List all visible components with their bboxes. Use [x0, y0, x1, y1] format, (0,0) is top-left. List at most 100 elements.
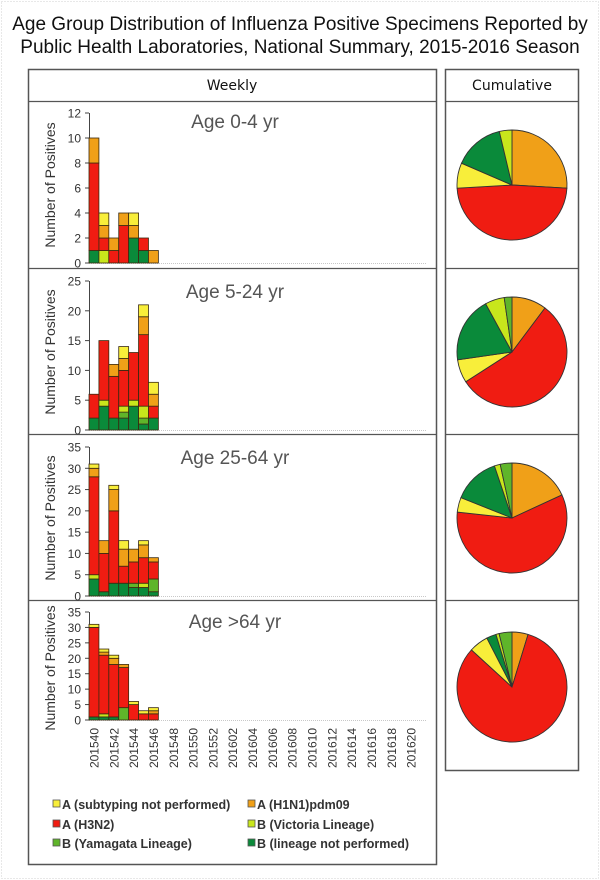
- bar-segment-b_yamagata: [118, 707, 130, 721]
- bar-segment-a_h1n1pdm09: [88, 137, 100, 164]
- pie-slice-b_victoria: [498, 129, 513, 186]
- pie-slice-a_h1n1pdm09: [511, 129, 568, 189]
- y-axis-label: Number of Positives: [42, 289, 58, 414]
- y-tick-label: 0: [74, 714, 81, 728]
- y-tick-label: 35: [68, 606, 82, 620]
- pie-slice-a_h3n2: [456, 633, 568, 743]
- bar-segment-b_yamagata: [128, 582, 139, 588]
- weekly-header: Weekly: [207, 78, 258, 94]
- bar-segment-a_h3n2: [118, 565, 130, 584]
- bar-segment-a_subtyping_not_performed: [108, 654, 120, 659]
- bar-segment-a_subtyping_not_performed: [138, 710, 149, 715]
- bar-segment-a_subtyping_not_performed: [138, 540, 149, 546]
- y-tick-label: 30: [68, 621, 82, 635]
- bar-segment-a_h1n1pdm09: [148, 250, 159, 264]
- legend: A (subtyping not performed) A (H1N1)pdm09…: [52, 798, 409, 851]
- bar-segment-b_lineage_not_performed: [88, 578, 100, 597]
- x-tick-label: 201614: [345, 728, 359, 768]
- x-tick-label: 201612: [325, 728, 339, 768]
- bar-segment-a_h1n1pdm09: [118, 212, 130, 226]
- bar-segment-b_lineage_not_performed: [88, 250, 100, 264]
- bar-segment-a_h1n1pdm09: [108, 489, 120, 512]
- age-group-label: Age 0-4 yr: [191, 112, 279, 133]
- cumulative-panel-border: [444, 68, 580, 772]
- x-tick-label: 201604: [246, 728, 260, 768]
- x-tick-label: 201550: [187, 728, 201, 768]
- bar-segment-a_h1n1pdm09: [118, 358, 130, 371]
- bar-segment-a_h3n2: [118, 667, 130, 709]
- age-group-label: Age 5-24 yr: [186, 282, 285, 303]
- bar-segment-a_h3n2: [108, 375, 120, 419]
- pie-chart: [456, 296, 568, 408]
- bar-segment-b_lineage_not_performed: [138, 423, 149, 431]
- pie-chart: [456, 462, 568, 574]
- y-tick-label: 25: [68, 483, 82, 497]
- bar-segment-b_yamagata: [148, 578, 159, 593]
- legend-item: A (H1N1)pdm09: [247, 798, 350, 812]
- bar-segment-a_h1n1pdm09: [108, 237, 120, 251]
- bar-segment-b_victoria: [138, 405, 149, 419]
- bar-segment-a_h3n2: [98, 237, 110, 251]
- bar-segment-b_victoria: [118, 405, 130, 413]
- weekly-panel: Weekly: [27, 68, 438, 866]
- pie-slice-b_yamagata: [499, 462, 513, 519]
- bar-segment-a_subtyping_not_performed: [88, 623, 100, 628]
- y-tick-label: 15: [68, 667, 82, 681]
- bar-segment-a_subtyping_not_performed: [138, 304, 149, 318]
- legend-label: B (lineage not performed): [257, 837, 409, 851]
- bar-segment-b_lineage_not_performed: [108, 716, 120, 721]
- y-tick-label: 5: [74, 568, 81, 582]
- legend-label: B (Victoria Lineage): [257, 818, 374, 832]
- bar-segment-a_h3n2: [108, 250, 120, 264]
- legend-label: A (H3N2): [62, 818, 114, 832]
- legend-item: A (subtyping not performed): [52, 798, 230, 812]
- y-tick-label: 0: [74, 590, 81, 604]
- bar-segment-a_h3n2: [88, 627, 100, 718]
- legend-item: B (Victoria Lineage): [247, 818, 374, 832]
- y-tick-label: 10: [68, 547, 82, 561]
- bar-segment-a_h1n1pdm09: [148, 557, 159, 563]
- bar-segment-a_h3n2: [128, 561, 139, 584]
- x-tick-label: 201540: [87, 728, 101, 768]
- x-tick-label: 201620: [405, 728, 419, 768]
- pie-slice-b_lineage_not_performed: [460, 130, 513, 186]
- bar-segment-a_h3n2: [148, 561, 159, 580]
- bar-segment-b_lineage_not_performed: [148, 417, 159, 431]
- y-tick-label: 10: [68, 132, 82, 146]
- bar-segment-a_h1n1pdm09: [128, 225, 139, 239]
- pie-chart: [456, 631, 568, 743]
- bar-segment-a_h3n2: [98, 553, 110, 593]
- bar-segment-a_h1n1pdm09: [98, 540, 110, 554]
- bar-segment-b_victoria: [128, 399, 139, 407]
- cumulative-header: Cumulative: [472, 78, 552, 94]
- bar-segment-a_h1n1pdm09: [118, 548, 130, 567]
- y-tick-label: 25: [68, 275, 82, 289]
- y-tick-label: 20: [68, 652, 82, 666]
- bar-segment-b_lineage_not_performed: [108, 417, 120, 431]
- bar-segment-a_h1n1pdm09: [108, 657, 120, 665]
- bar-segment-a_h3n2: [138, 334, 149, 407]
- panel-age-25-64: Age 25-64 yr Number of Positives 0 5 10 15 2…: [42, 441, 426, 604]
- pie-slice-b_lineage_not_performed: [456, 303, 513, 361]
- y-tick-label: 8: [74, 157, 81, 171]
- x-tick-label: 201608: [286, 728, 300, 768]
- bar-segment-a_h1n1pdm09: [128, 548, 139, 563]
- bar-segment-b_lineage_not_performed: [88, 716, 100, 721]
- bar-segment-a_h1n1pdm09: [98, 225, 110, 239]
- legend-swatch: [247, 799, 256, 808]
- x-tick-label: 201616: [365, 728, 379, 768]
- bar-segment-b_lineage_not_performed: [98, 405, 110, 431]
- pie-slice-a_h3n2: [456, 184, 568, 241]
- bar-segment-a_subtyping_not_performed: [98, 648, 110, 653]
- bar-segment-a_subtyping_not_performed: [128, 212, 139, 226]
- bar-segment-b_victoria: [98, 250, 110, 264]
- legend-swatch: [247, 838, 256, 847]
- bar-segment-a_subtyping_not_performed: [88, 463, 100, 469]
- x-tick-label: 201546: [147, 728, 161, 768]
- bar-segment-a_h3n2: [108, 664, 120, 718]
- y-tick-label: 25: [68, 636, 82, 650]
- bar-segment-a_h1n1pdm09: [118, 664, 130, 668]
- bar-segment-a_h3n2: [138, 713, 149, 721]
